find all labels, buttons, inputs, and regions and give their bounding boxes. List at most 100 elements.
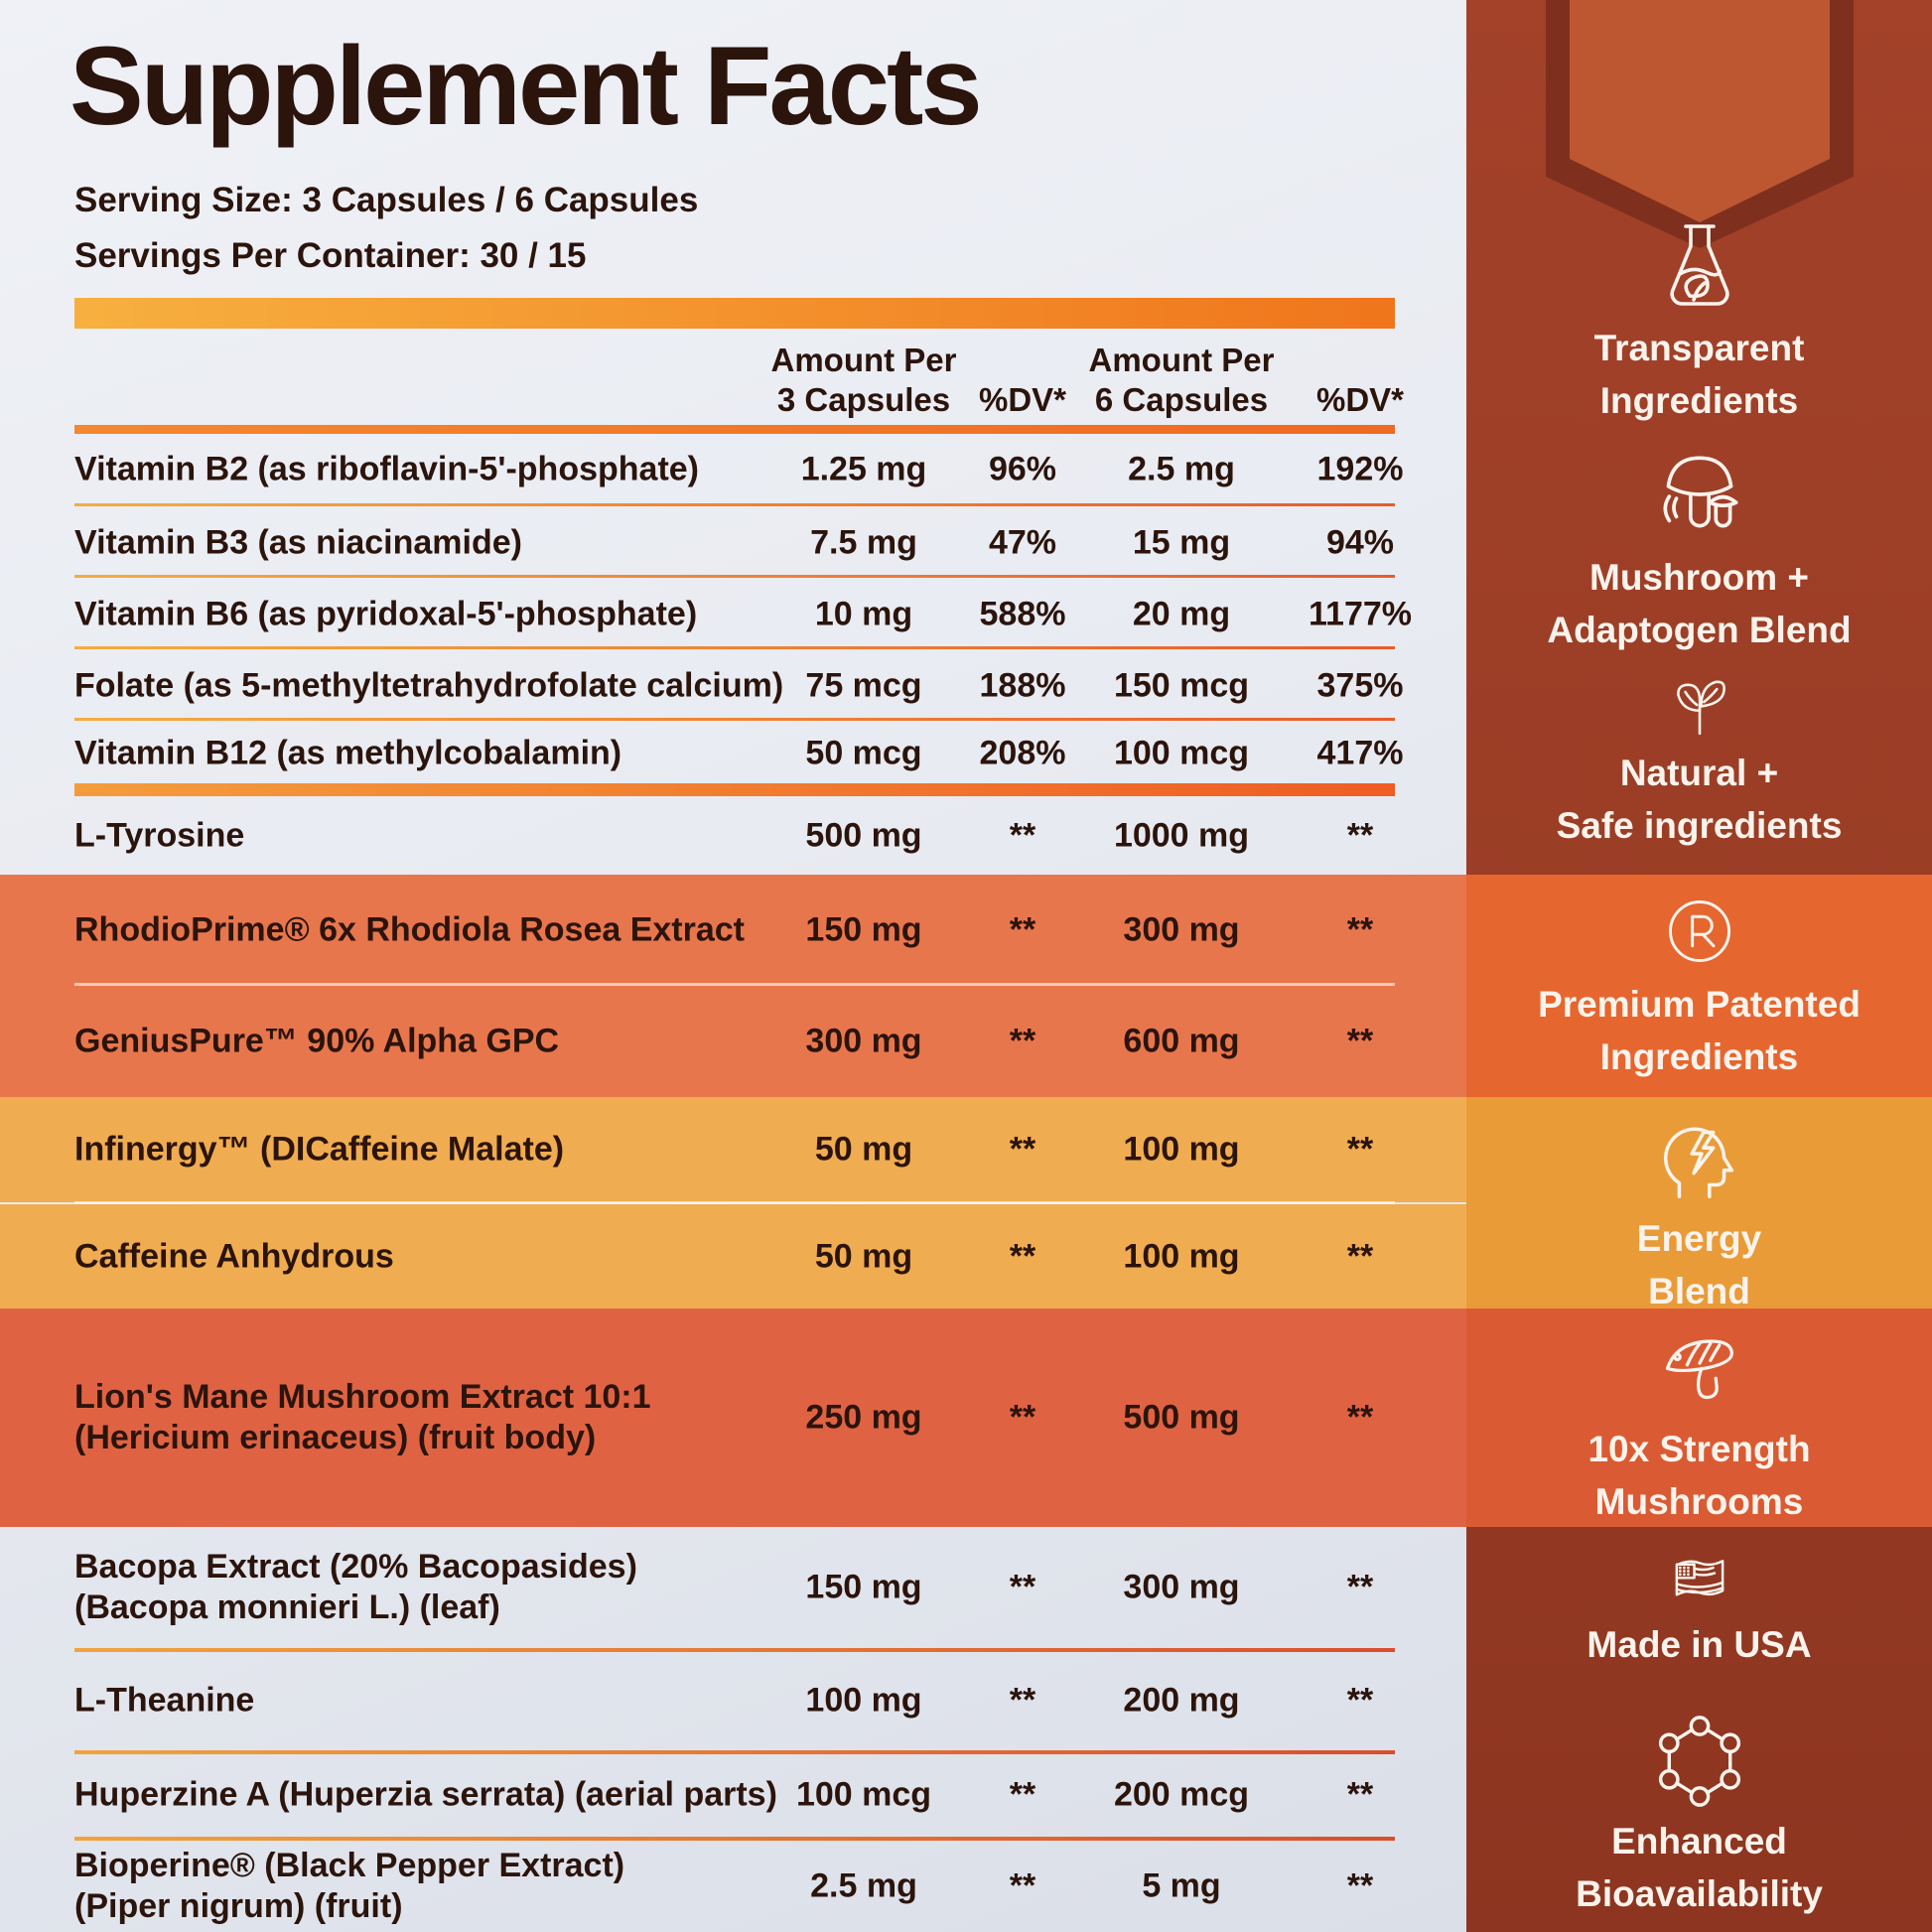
ingredient-name: GeniusPure™ 90% Alpha GPC bbox=[74, 1022, 560, 1059]
ingredient-name: Huperzine A (Huperzia serrata) (aerial p… bbox=[74, 1775, 777, 1814]
table-row: Vitamin B6 (as pyridoxal-5'-phosphate) 1… bbox=[0, 580, 1466, 648]
header-amount-6-capsules: Amount Per 6 Capsules bbox=[1088, 342, 1275, 418]
amount-per-3-capsules: 50 mg bbox=[814, 1237, 913, 1275]
dv-per-6-capsules: ** bbox=[1346, 1568, 1374, 1606]
benefit-badge: Enhanced Bioavailability bbox=[1466, 1714, 1932, 1914]
dv-per-3-capsules: ** bbox=[1009, 1130, 1036, 1169]
amount-per-6-capsules: 100 mg bbox=[1123, 1237, 1240, 1275]
amount-per-6-capsules: 300 mg bbox=[1123, 910, 1240, 948]
dv-per-3-capsules: ** bbox=[1009, 1398, 1036, 1437]
dv-per-6-capsules: 417% bbox=[1316, 734, 1404, 771]
amount-per-6-capsules: 1000 mg bbox=[1113, 816, 1250, 854]
badge-label: Mushroom + bbox=[1589, 557, 1809, 598]
row-divider bbox=[74, 503, 1395, 506]
amount-per-6-capsules: 100 mg bbox=[1123, 1130, 1240, 1169]
ribbon-banner-icon bbox=[1545, 0, 1854, 248]
dv-per-6-capsules: 94% bbox=[1325, 523, 1395, 561]
table-row: Infinergy™ (DICaffeine Malate) 50 mg ** … bbox=[0, 1097, 1466, 1202]
benefit-badge: Natural + Safe ingredients bbox=[1466, 669, 1932, 846]
table-row: Caffeine Anhydrous 50 mg ** 100 mg ** bbox=[0, 1204, 1466, 1309]
mushrooms-icon bbox=[1649, 444, 1750, 545]
amount-per-6-capsules: 5 mg bbox=[1142, 1866, 1221, 1904]
row-divider bbox=[74, 575, 1395, 578]
badge-label: Blend bbox=[1648, 1271, 1750, 1311]
amount-per-3-capsules: 50 mg bbox=[814, 1130, 913, 1169]
badge-label: Transparent bbox=[1593, 328, 1805, 368]
header-amount-3-capsules: Amount Per 3 Capsules bbox=[770, 342, 957, 418]
amount-per-3-capsules: 500 mg bbox=[805, 816, 922, 854]
amount-per-3-capsules: 50 mcg bbox=[805, 734, 922, 771]
amount-per-6-capsules: 600 mg bbox=[1123, 1022, 1240, 1059]
benefit-badge: Mushroom + Adaptogen Blend bbox=[1466, 444, 1932, 650]
amount-per-3-capsules: 1.25 mg bbox=[800, 450, 927, 488]
dv-per-3-capsules: 588% bbox=[979, 595, 1066, 632]
dv-per-3-capsules: ** bbox=[1009, 1568, 1036, 1606]
table-row: L-Theanine 100 mg ** 200 mg ** bbox=[0, 1651, 1466, 1750]
ingredient-name: Bacopa Extract (20% Bacopasides) (Bacopa… bbox=[74, 1548, 637, 1626]
ingredient-name: Infinergy™ (DICaffeine Malate) bbox=[74, 1130, 565, 1169]
table-header: Amount Per 3 Capsules %DV* Amount Per 6 … bbox=[0, 328, 1466, 422]
ingredient-name: Lion's Mane Mushroom Extract 10:1 (Heric… bbox=[74, 1378, 651, 1456]
flask-icon bbox=[1650, 216, 1749, 316]
amount-per-6-capsules: 300 mg bbox=[1123, 1568, 1240, 1606]
table-row: RhodioPrime® 6x Rhodiola Rosea Extract 1… bbox=[0, 875, 1466, 985]
dv-per-6-capsules: 1177% bbox=[1309, 595, 1412, 632]
ingredient-name: RhodioPrime® 6x Rhodiola Rosea Extract bbox=[74, 910, 745, 948]
amount-per-6-capsules: 200 mg bbox=[1123, 1681, 1240, 1720]
serving-size: Serving Size: 3 Capsules / 6 Capsules bbox=[74, 181, 699, 219]
dv-per-3-capsules: 96% bbox=[988, 450, 1057, 488]
dv-per-3-capsules: 188% bbox=[979, 666, 1066, 704]
registered-icon bbox=[1659, 891, 1740, 972]
amount-per-6-capsules: 200 mcg bbox=[1113, 1775, 1250, 1814]
dv-per-6-capsules: 192% bbox=[1316, 450, 1404, 488]
page-title: Supplement Facts bbox=[69, 24, 983, 148]
top-divider-bar bbox=[74, 298, 1395, 329]
dv-per-6-capsules: ** bbox=[1346, 1237, 1374, 1275]
ingredient-name: L-Theanine bbox=[74, 1681, 255, 1720]
amount-per-6-capsules: 2.5 mg bbox=[1128, 450, 1235, 488]
badge-label: Mushrooms bbox=[1594, 1481, 1804, 1522]
header-rule bbox=[74, 425, 1395, 434]
ingredient-name: Vitamin B2 (as riboflavin-5'-phosphate) bbox=[74, 450, 699, 488]
amount-per-6-capsules: 15 mg bbox=[1132, 523, 1231, 561]
header-dv-3: %DV* bbox=[978, 381, 1067, 418]
dv-per-3-capsules: 47% bbox=[988, 523, 1057, 561]
row-divider bbox=[74, 1648, 1395, 1652]
benefit-badge: Premium Patented Ingredients bbox=[1466, 891, 1932, 1077]
table-row: Folate (as 5-methyltetrahydrofolate calc… bbox=[0, 651, 1466, 720]
dv-per-3-capsules: ** bbox=[1009, 910, 1036, 948]
dv-per-6-capsules: 375% bbox=[1316, 666, 1404, 704]
dv-per-3-capsules: ** bbox=[1009, 1237, 1036, 1275]
amount-per-3-capsules: 75 mcg bbox=[805, 666, 922, 704]
row-divider bbox=[74, 646, 1395, 649]
badge-label: Enhanced bbox=[1611, 1821, 1787, 1862]
amount-per-6-capsules: 20 mg bbox=[1132, 595, 1231, 632]
table-row: GeniusPure™ 90% Alpha GPC 300 mg ** 600 … bbox=[0, 985, 1466, 1097]
badge-label: Ingredients bbox=[1599, 1036, 1799, 1077]
ingredient-name: Vitamin B3 (as niacinamide) bbox=[74, 523, 522, 561]
amount-per-3-capsules: 150 mg bbox=[805, 1568, 922, 1606]
row-divider bbox=[74, 718, 1395, 721]
row-divider bbox=[74, 1750, 1395, 1754]
ingredient-name: Folate (as 5-methyltetrahydrofolate calc… bbox=[74, 666, 784, 704]
benefits-sidebar: Transparent Ingredients Mushroom + Adapt… bbox=[1466, 0, 1932, 1932]
dv-per-6-capsules: ** bbox=[1346, 1130, 1374, 1169]
amount-per-3-capsules: 7.5 mg bbox=[810, 523, 917, 561]
badge-label: Premium Patented bbox=[1538, 984, 1861, 1025]
amount-per-3-capsules: 150 mg bbox=[805, 910, 922, 948]
badge-label: Natural + bbox=[1619, 753, 1779, 793]
badge-label: Made in USA bbox=[1587, 1624, 1812, 1665]
dv-per-6-capsules: ** bbox=[1346, 1022, 1374, 1059]
usa-flag-icon bbox=[1666, 1545, 1733, 1612]
table-row: Huperzine A (Huperzia serrata) (aerial p… bbox=[0, 1753, 1466, 1837]
row-divider bbox=[74, 1837, 1395, 1841]
badge-label: Bioavailability bbox=[1576, 1873, 1823, 1914]
amount-per-3-capsules: 100 mcg bbox=[795, 1775, 932, 1814]
dv-per-6-capsules: ** bbox=[1346, 1398, 1374, 1437]
sidebar-band-amber bbox=[1466, 1097, 1932, 1309]
mushroom-icon bbox=[1655, 1327, 1744, 1417]
dv-per-3-capsules: ** bbox=[1009, 1775, 1036, 1814]
row-divider bbox=[74, 1201, 1395, 1204]
amount-per-3-capsules: 300 mg bbox=[805, 1022, 922, 1059]
